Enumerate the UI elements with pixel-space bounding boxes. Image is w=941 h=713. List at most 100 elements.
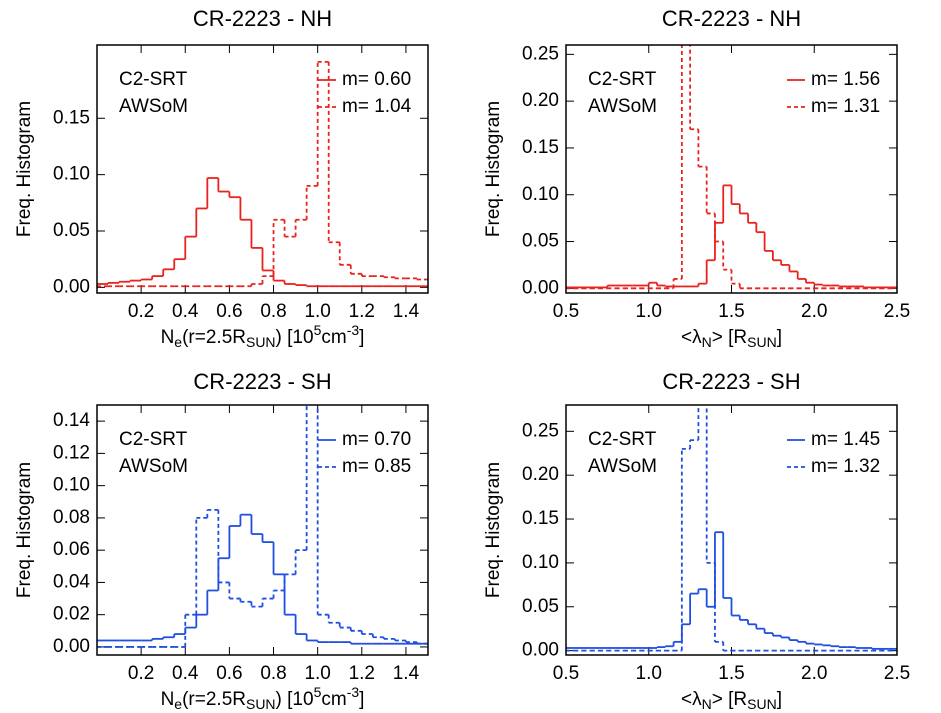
x-axis-label-part: ] — [777, 689, 782, 710]
x-tick-label: 1.0 — [304, 663, 330, 684]
x-axis-label-part: SUN — [246, 696, 276, 712]
y-tick-label: 0.10 — [53, 475, 90, 496]
y-tick-label: 0.02 — [53, 604, 90, 625]
x-tick-label: 0.2 — [128, 663, 154, 684]
plot-frame — [96, 404, 429, 656]
x-axis-label-part: ] — [359, 327, 364, 348]
legend-mean: m= 0.70 — [342, 429, 411, 450]
legend-name: AWSoM — [588, 456, 657, 477]
x-axis-label-part: SUN — [246, 334, 276, 350]
y-tick-label: 0.25 — [522, 420, 559, 441]
y-tick-label: 0.20 — [522, 90, 559, 111]
x-tick-label: 2.0 — [801, 301, 827, 322]
y-tick-label: 0.15 — [53, 107, 90, 128]
x-tick-label: 1.0 — [636, 663, 662, 684]
x-tick-label: 1.5 — [718, 301, 744, 322]
y-tick-label: 0.10 — [522, 184, 559, 205]
x-tick-label: 1.2 — [349, 663, 375, 684]
panel: CR-2223 - NH Freq. Histogram <λN> [RSUN] 0.… — [483, 6, 910, 350]
histograms — [566, 45, 897, 290]
x-axis-label-part: e — [174, 334, 182, 350]
panel-title: CR-2223 - SH — [662, 369, 800, 394]
legend-mean: m= 0.85 — [342, 456, 411, 477]
x-tick-label: 1.0 — [636, 301, 662, 322]
panel: CR-2223 - NH Freq. Histogram Ne(r=2.5RSUN)… — [14, 6, 429, 350]
y-tick-label: 0.05 — [53, 220, 90, 241]
x-axis-label-part: cm — [321, 689, 346, 710]
x-axis-label-part: <λ — [681, 689, 702, 710]
x-axis-label-part: N — [702, 334, 712, 350]
x-axis-label-part: <λ — [681, 327, 702, 348]
x-axis-label-part: cm — [321, 327, 346, 348]
x-tick-label: 1.5 — [718, 663, 744, 684]
x-tick-label: 1.4 — [393, 301, 420, 322]
x-tick-label: 0.2 — [128, 301, 154, 322]
legend-name: AWSoM — [119, 456, 188, 477]
x-tick-label: 2.0 — [801, 663, 827, 684]
y-axis-label: Freq. Histogram — [483, 462, 504, 598]
x-axis-label-part: -3 — [347, 684, 360, 700]
y-axis-label: Freq. Histogram — [483, 101, 504, 237]
x-tick-label: 1.4 — [393, 663, 420, 684]
legend-name: AWSoM — [119, 96, 188, 117]
y-tick-label: 0.10 — [53, 164, 90, 185]
y-tick-label: 0.00 — [53, 276, 90, 297]
legend-name: C2-SRT — [119, 69, 188, 90]
legend-mean: m= 1.31 — [811, 96, 880, 117]
x-axis-label-part: ] — [359, 689, 364, 710]
x-tick-label: 1.2 — [349, 301, 375, 322]
x-axis-label-part: ] — [777, 327, 782, 348]
legend-mean: m= 1.04 — [342, 96, 412, 117]
x-tick-label: 0.4 — [172, 301, 199, 322]
y-tick-label: 0.05 — [522, 231, 559, 252]
plot-frame — [565, 44, 898, 294]
x-tick-label: 0.6 — [216, 301, 242, 322]
y-tick-label: 0.15 — [522, 508, 559, 529]
y-axis-label: Freq. Histogram — [14, 101, 35, 237]
histograms — [566, 405, 897, 652]
x-tick-label: 0.8 — [260, 301, 286, 322]
x-axis-label-part: ) [10 — [276, 327, 314, 348]
y-axis-label: Freq. Histogram — [14, 462, 35, 598]
y-tick-label: 0.00 — [522, 640, 559, 661]
legend-name: C2-SRT — [588, 69, 657, 90]
legend-name: C2-SRT — [588, 429, 657, 450]
y-tick-label: 0.08 — [53, 507, 90, 528]
x-axis-label-part: (r=2.5R — [182, 689, 246, 710]
plot-frame — [565, 404, 898, 656]
legend-mean: m= 1.56 — [811, 69, 880, 90]
x-axis-label-part: N — [161, 689, 175, 710]
y-tick-label: 0.25 — [522, 43, 559, 64]
y-tick-label: 0.14 — [53, 410, 90, 431]
x-tick-label: 2.5 — [884, 301, 910, 322]
y-tick-label: 0.05 — [522, 596, 559, 617]
x-axis-label-part: SUN — [747, 696, 777, 712]
plot-frame — [96, 44, 429, 294]
x-axis-label: <λN> [RSUN] — [681, 327, 782, 350]
y-tick-label: 0.06 — [53, 539, 90, 560]
x-tick-label: 0.6 — [216, 663, 242, 684]
x-axis-label-part: SUN — [747, 334, 777, 350]
x-axis-label: Ne(r=2.5RSUN) [105cm-3] — [161, 322, 365, 350]
x-axis-label: <λN> [RSUN] — [681, 689, 782, 712]
x-axis-label-part: N — [702, 696, 712, 712]
x-axis-label-part: 5 — [314, 684, 322, 700]
x-axis-label-part: e — [174, 696, 182, 712]
histograms — [97, 61, 428, 288]
y-tick-label: 0.12 — [53, 442, 90, 463]
legend-mean: m= 1.45 — [811, 429, 880, 450]
x-axis-label: Ne(r=2.5RSUN) [105cm-3] — [161, 684, 365, 712]
x-axis-label-part: > [R — [712, 689, 747, 710]
x-axis-label-part: > [R — [712, 327, 747, 348]
legend-name: AWSoM — [588, 96, 657, 117]
x-tick-label: 0.4 — [172, 663, 199, 684]
y-tick-label: 0.00 — [53, 636, 90, 657]
x-tick-label: 0.5 — [553, 663, 579, 684]
panel: CR-2223 - SH Freq. Histogram <λN> [RSUN] 0.… — [483, 369, 910, 712]
x-axis-label-part: N — [161, 327, 175, 348]
x-tick-label: 0.5 — [553, 301, 579, 322]
x-axis-label-part: ) [10 — [276, 689, 314, 710]
legend-mean: m= 1.32 — [811, 456, 880, 477]
panel: CR-2223 - SH Freq. Histogram Ne(r=2.5RSUN)… — [14, 369, 429, 712]
